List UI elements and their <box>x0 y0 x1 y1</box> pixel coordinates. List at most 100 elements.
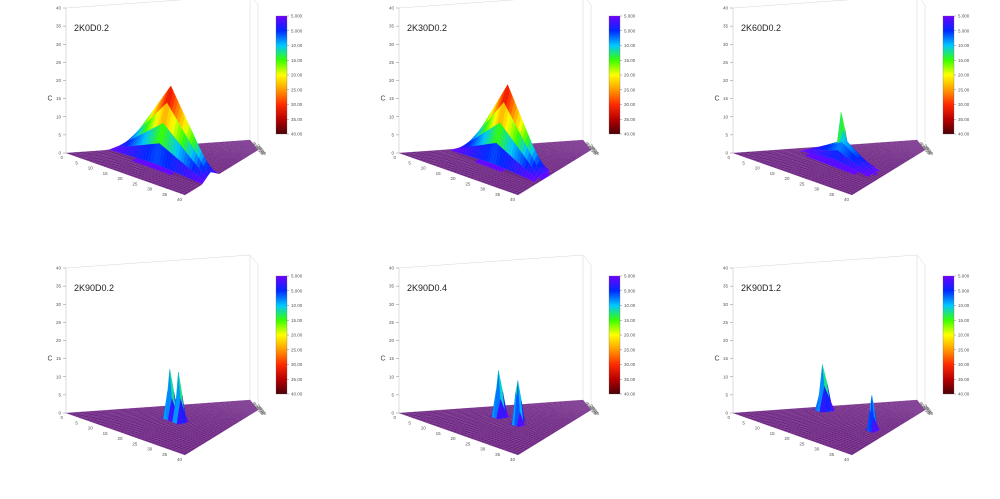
x-tick-label: 30 <box>480 187 486 192</box>
x-tick-label: 25 <box>132 181 138 186</box>
top-right-edge <box>583 255 591 265</box>
z-tick-label: 40 <box>723 6 729 11</box>
colorbar-tick-label: 10.00 <box>291 43 303 48</box>
top-back-edge <box>399 255 583 268</box>
surface-mesh <box>399 85 591 195</box>
z-tick-label: 35 <box>56 24 62 29</box>
z-tick-label: 20 <box>723 78 729 83</box>
z-tick-label: 5 <box>58 392 61 397</box>
colorbar <box>276 276 287 394</box>
colorbar <box>609 16 620 134</box>
surface-plot-svg: 0510152025303540C05101520253035400510152… <box>333 0 666 239</box>
z-tick-label: 40 <box>389 6 395 11</box>
y-tick-label: 40 <box>928 151 934 156</box>
x-tick-label: 0 <box>393 155 396 160</box>
surface-plot-svg: 0510152025303540C05101520253035400510152… <box>333 260 666 499</box>
colorbar-tick-label: 35.00 <box>958 117 970 122</box>
top-right-edge <box>250 255 258 265</box>
panel-title: 2K0D0.2 <box>74 23 109 33</box>
z-tick-label: 25 <box>723 60 729 65</box>
z-tick-label: 5 <box>725 132 728 137</box>
top-back-edge <box>733 0 917 8</box>
colorbar-tick-label: 20.00 <box>291 333 303 338</box>
z-tick-label: 10 <box>389 374 395 379</box>
x-tick-label: 30 <box>147 447 153 452</box>
z-tick-label: 35 <box>723 24 729 29</box>
z-axis-label: C <box>47 96 52 103</box>
z-tick-label: 25 <box>56 320 62 325</box>
colorbar-tick-label: 20.00 <box>624 73 636 78</box>
surface-mesh <box>399 370 591 455</box>
x-tick-label: 0 <box>727 155 730 160</box>
colorbar-tick-label: 15.00 <box>291 318 303 323</box>
top-back-edge <box>66 255 250 268</box>
colorbar-tick-label: 30.00 <box>291 102 303 107</box>
colorbar-tick-label: 5.000 <box>958 14 970 19</box>
figure-grid: 0 5 10 15 20 25 30 35 40 C 0 5 10 15 20 25 30 35 40 0 5 10 15 2… <box>0 0 1000 478</box>
z-tick-label: 15 <box>723 96 729 101</box>
z-tick-label: 40 <box>56 266 62 271</box>
colorbar-tick-label: 5.000 <box>958 28 970 33</box>
z-axis-label: C <box>380 96 385 103</box>
surface-mesh <box>733 112 925 195</box>
x-tick-label: 30 <box>147 187 153 192</box>
x-tick-label: 5 <box>408 160 411 165</box>
x-tick-label: 35 <box>162 452 168 457</box>
z-tick-label: 5 <box>391 132 394 137</box>
z-tick-label: 20 <box>56 78 62 83</box>
colorbar-tick-label: 10.00 <box>958 43 970 48</box>
colorbar-tick-label: 5.000 <box>291 288 303 293</box>
z-tick-label: 40 <box>389 266 395 271</box>
x-tick-label: 40 <box>177 457 183 462</box>
x-tick-label: 40 <box>177 197 183 202</box>
colorbar-tick-label: 5.000 <box>624 28 636 33</box>
top-right-edge <box>250 0 258 5</box>
z-tick-label: 30 <box>389 302 395 307</box>
z-tick-label: 10 <box>56 114 62 119</box>
x-tick-label: 5 <box>742 160 745 165</box>
z-tick-label: 20 <box>389 78 395 83</box>
colorbar-tick-label: 40.00 <box>624 132 636 137</box>
colorbar-tick-label: 35.00 <box>291 117 303 122</box>
x-tick-label: 30 <box>814 187 820 192</box>
x-tick-label: 15 <box>436 171 442 176</box>
z-tick-label: 20 <box>389 338 395 343</box>
z-axis-label: C <box>47 356 52 363</box>
surface-mesh <box>66 369 258 455</box>
colorbar-tick-label: 25.00 <box>958 87 970 92</box>
x-tick-label: 15 <box>103 431 109 436</box>
colorbar-tick-label: 25.00 <box>291 87 303 92</box>
colorbar-tick-label: 15.00 <box>624 58 636 63</box>
top-back-edge <box>66 0 250 8</box>
colorbar <box>943 16 954 134</box>
z-tick-label: 15 <box>389 356 395 361</box>
z-tick-label: 30 <box>56 42 62 47</box>
z-tick-label: 25 <box>389 320 395 325</box>
colorbar-tick-label: 15.00 <box>958 58 970 63</box>
x-tick-label: 5 <box>75 420 78 425</box>
panel-title: 2K30D0.2 <box>407 23 447 33</box>
x-tick-label: 40 <box>844 197 850 202</box>
z-tick-label: 30 <box>56 302 62 307</box>
x-tick-label: 15 <box>770 171 776 176</box>
x-tick-label: 35 <box>495 192 501 197</box>
z-tick-label: 15 <box>389 96 395 101</box>
x-tick-label: 40 <box>510 197 516 202</box>
z-tick-label: 10 <box>389 114 395 119</box>
colorbar-tick-label: 15.00 <box>291 58 303 63</box>
x-tick-label: 0 <box>60 155 63 160</box>
x-tick-label: 20 <box>117 436 123 441</box>
x-tick-label: 10 <box>88 426 94 431</box>
top-back-edge <box>399 0 583 8</box>
x-tick-label: 0 <box>60 415 63 420</box>
x-tick-label: 35 <box>162 192 168 197</box>
surface-plot-svg: 0510152025303540C05101520253035400510152… <box>0 0 333 239</box>
x-tick-label: 25 <box>465 181 471 186</box>
colorbar-tick-label: 5.000 <box>291 274 303 279</box>
colorbar-tick-label: 25.00 <box>624 87 636 92</box>
colorbar-tick-label: 40.00 <box>958 132 970 137</box>
